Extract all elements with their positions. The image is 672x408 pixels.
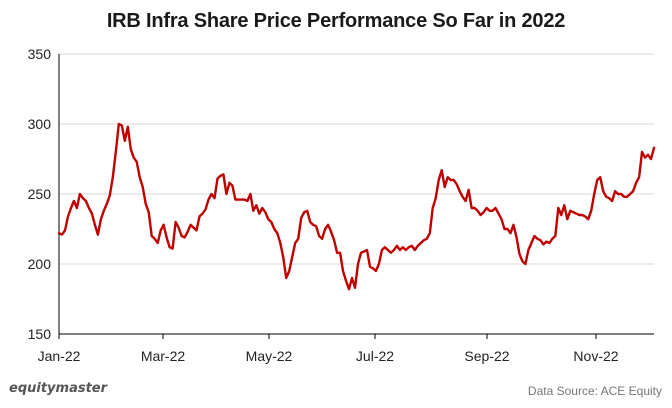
series-layer (57, 122, 656, 291)
share-price-line (57, 122, 656, 291)
chart-title: IRB Infra Share Price Performance So Far… (106, 10, 566, 32)
x-tick-label: Jan-22 (38, 348, 81, 364)
x-tick-label: Jul-22 (356, 348, 394, 364)
grid-lines (59, 53, 654, 265)
axes (58, 54, 654, 339)
y-tick-label: 350 (28, 46, 52, 62)
x-tick-label: Sep-22 (464, 348, 509, 364)
y-tick-label: 200 (28, 256, 52, 272)
x-tick-label: May-22 (246, 348, 293, 364)
y-tick-labels: 150 200 250 300 350 (28, 46, 52, 342)
x-tick-labels: Jan-22 Mar-22 May-22 Jul-22 Sep-22 Nov-22 (38, 348, 619, 364)
y-tick-label: 150 (28, 326, 52, 342)
equitymaster-logo: equitymaster (9, 381, 108, 396)
x-tick-label: Mar-22 (141, 348, 186, 364)
y-tick-label: 250 (28, 186, 52, 202)
y-tick-label: 300 (28, 116, 52, 132)
data-source-label: Data Source: ACE Equity (527, 384, 662, 398)
x-tick-label: Nov-22 (573, 348, 618, 364)
